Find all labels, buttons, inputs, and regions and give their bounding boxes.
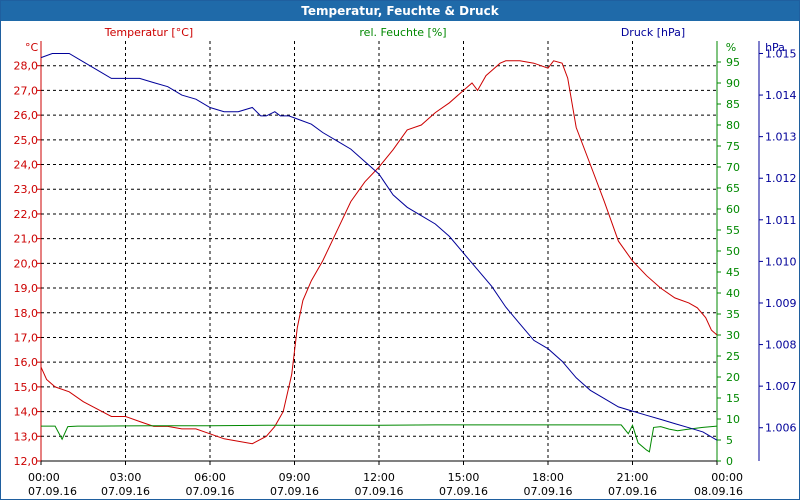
x-tick-label-date: 07.09.16 bbox=[186, 485, 235, 498]
labels-group: 00:0007.09.1603:0007.09.1606:0007.09.160… bbox=[14, 26, 797, 498]
pressure-tick-label: 1.011 bbox=[765, 214, 797, 227]
grid-group bbox=[41, 41, 717, 461]
pressure-tick-label: 1.014 bbox=[765, 89, 797, 102]
humidity-tick-label: 5 bbox=[726, 434, 733, 447]
series-line-pressure bbox=[40, 53, 718, 441]
humidity-tick-label: 75 bbox=[726, 140, 740, 153]
humidity-tick-label: 65 bbox=[726, 182, 740, 195]
x-tick-label-time: 09:00 bbox=[279, 471, 311, 484]
chart-canvas: 00:0007.09.1603:0007.09.1606:0007.09.160… bbox=[14, 26, 797, 498]
x-tick-label-time: 03:00 bbox=[110, 471, 142, 484]
x-tick-label-date: 07.09.16 bbox=[439, 485, 488, 498]
x-tick-label-time: 00:00 bbox=[711, 471, 743, 484]
temperature-unit: °C bbox=[25, 41, 39, 54]
x-tick-label-date: 07.09.16 bbox=[28, 485, 77, 498]
pressure-tick-label: 1.010 bbox=[765, 255, 797, 268]
temperature-tick-label: 16,0 bbox=[14, 356, 39, 369]
temperature-tick-label: 15,0 bbox=[14, 381, 39, 394]
series-group bbox=[40, 53, 718, 453]
humidity-tick-label: 10 bbox=[726, 413, 740, 426]
humidity-tick-label: 55 bbox=[726, 224, 740, 237]
pressure-axis-title: Druck [hPa] bbox=[621, 26, 685, 39]
temperature-tick-label: 17,0 bbox=[14, 331, 39, 344]
temperature-tick-label: 24,0 bbox=[14, 159, 39, 172]
x-tick-label-date: 07.09.16 bbox=[355, 485, 404, 498]
pressure-tick-label: 1.012 bbox=[765, 172, 797, 185]
temperature-tick-label: 25,0 bbox=[14, 134, 39, 147]
pressure-tick-label: 1.009 bbox=[765, 297, 797, 310]
pressure-tick-label: 1.008 bbox=[765, 339, 797, 352]
temperature-tick-label: 27,0 bbox=[14, 84, 39, 97]
temperature-tick-label: 12,0 bbox=[14, 455, 39, 468]
pressure-tick-label: 1.013 bbox=[765, 131, 797, 144]
pressure-tick-label: 1.015 bbox=[765, 47, 797, 60]
temperature-tick-label: 26,0 bbox=[14, 109, 39, 122]
series-line-temperature bbox=[40, 60, 718, 445]
x-tick-label-date: 08.09.16 bbox=[694, 485, 743, 498]
pressure-tick-label: 1.007 bbox=[765, 380, 797, 393]
x-tick-label-date: 07.09.16 bbox=[608, 485, 657, 498]
humidity-tick-label: 80 bbox=[726, 119, 740, 132]
series-line-humidity bbox=[41, 423, 718, 453]
x-tick-label-time: 18:00 bbox=[532, 471, 564, 484]
humidity-tick-label: 45 bbox=[726, 266, 740, 279]
humidity-unit: % bbox=[726, 41, 736, 54]
temperature-tick-label: 23,0 bbox=[14, 183, 39, 196]
humidity-tick-label: 15 bbox=[726, 392, 740, 405]
axes-group bbox=[37, 41, 763, 465]
pressure-unit: hPa bbox=[765, 41, 785, 54]
temperature-tick-label: 13,0 bbox=[14, 430, 39, 443]
x-tick-label-time: 12:00 bbox=[363, 471, 395, 484]
x-tick-label-time: 00:00 bbox=[28, 471, 60, 484]
humidity-tick-label: 60 bbox=[726, 203, 740, 216]
temperature-tick-label: 19,0 bbox=[14, 282, 39, 295]
temperature-axis-title: Temperatur [°C] bbox=[104, 26, 193, 39]
x-tick-label-time: 06:00 bbox=[194, 471, 226, 484]
humidity-tick-label: 30 bbox=[726, 329, 740, 342]
temperature-tick-label: 28,0 bbox=[14, 60, 39, 73]
humidity-tick-label: 25 bbox=[726, 350, 740, 363]
x-tick-label-time: 21:00 bbox=[617, 471, 649, 484]
x-tick-label-date: 07.09.16 bbox=[524, 485, 573, 498]
window-title: Temperatur, Feuchte & Druck bbox=[1, 1, 799, 21]
humidity-tick-label: 70 bbox=[726, 161, 740, 174]
temperature-tick-label: 21,0 bbox=[14, 233, 39, 246]
humidity-tick-label: 40 bbox=[726, 287, 740, 300]
x-tick-label-date: 07.09.16 bbox=[101, 485, 150, 498]
humidity-tick-label: 35 bbox=[726, 308, 740, 321]
humidity-tick-label: 85 bbox=[726, 98, 740, 111]
temperature-tick-label: 14,0 bbox=[14, 406, 39, 419]
x-tick-label-date: 07.09.16 bbox=[270, 485, 319, 498]
temperature-tick-label: 18,0 bbox=[14, 307, 39, 320]
pressure-tick-label: 1.006 bbox=[765, 422, 797, 435]
humidity-axis-title: rel. Feuchte [%] bbox=[359, 26, 446, 39]
x-tick-label-time: 15:00 bbox=[448, 471, 480, 484]
humidity-tick-label: 95 bbox=[726, 56, 740, 69]
temperature-tick-label: 22,0 bbox=[14, 208, 39, 221]
humidity-tick-label: 0 bbox=[726, 455, 733, 468]
humidity-tick-label: 50 bbox=[726, 245, 740, 258]
temperature-tick-label: 20,0 bbox=[14, 257, 39, 270]
humidity-tick-label: 90 bbox=[726, 77, 740, 90]
humidity-tick-label: 20 bbox=[726, 371, 740, 384]
